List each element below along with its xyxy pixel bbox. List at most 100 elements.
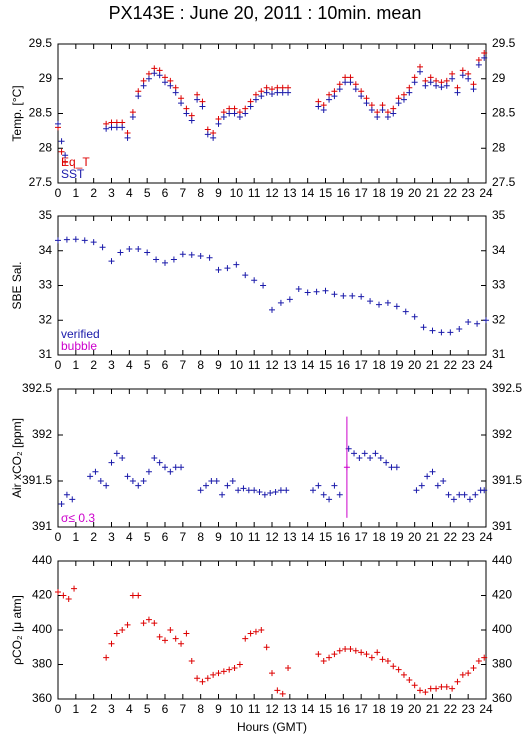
data-point: [384, 658, 391, 665]
x-tick-label: 7: [179, 702, 186, 716]
data-point: [204, 675, 211, 682]
data-point: [377, 455, 384, 461]
plot-frame: [57, 215, 487, 356]
data-point: [326, 654, 333, 661]
y-tick-label-right: 392: [492, 427, 512, 441]
x-tick-label: 10: [230, 358, 244, 372]
data-point: [258, 627, 265, 633]
data-point: [210, 134, 217, 141]
data-point: [358, 293, 365, 300]
x-axis-label: Hours (GMT): [237, 720, 307, 734]
data-point: [454, 678, 461, 685]
data-point: [260, 282, 267, 289]
x-tick-label: 4: [126, 358, 133, 372]
data-point: [235, 487, 242, 494]
data-point: [224, 482, 231, 489]
x-tick-label: 2: [90, 702, 97, 716]
x-tick-label: 18: [372, 358, 386, 372]
data-point: [252, 628, 259, 635]
x-tick-label: 10: [230, 702, 244, 716]
x-tick-label: 4: [126, 186, 133, 200]
legend-label: σ≤ 0.3: [61, 511, 95, 525]
y-tick-label-right: 400: [492, 622, 512, 636]
x-tick-label: 18: [372, 702, 386, 716]
data-point: [331, 482, 338, 489]
data-point: [459, 72, 466, 79]
data-point: [81, 237, 88, 244]
data-point: [438, 329, 445, 336]
y-tick-label: 29.5: [29, 36, 53, 50]
x-tick-label: 5: [144, 358, 151, 372]
x-tick-label: 9: [215, 186, 222, 200]
data-point: [481, 654, 488, 661]
x-tick-label: 12: [265, 530, 279, 544]
data-point: [322, 287, 329, 294]
data-point: [194, 96, 201, 103]
x-tick-label: 24: [479, 702, 493, 716]
data-point: [145, 616, 152, 623]
data-point: [199, 103, 206, 110]
y-tick-label-right: 380: [492, 657, 512, 671]
data-point: [263, 644, 270, 651]
data-point: [129, 478, 136, 484]
y-tick-label: 32: [39, 312, 53, 326]
data-point: [427, 685, 434, 692]
data-point: [286, 296, 293, 303]
data-point: [242, 635, 249, 642]
series: [55, 585, 488, 697]
x-tick-label: 15: [319, 358, 333, 372]
data-point: [374, 649, 381, 656]
data-point: [465, 670, 472, 677]
data-point: [90, 239, 97, 246]
data-point: [393, 464, 400, 471]
y-tick-label-right: 360: [492, 691, 512, 705]
x-tick-label: 16: [337, 186, 351, 200]
data-point: [162, 259, 168, 266]
data-point: [170, 256, 177, 263]
data-point: [406, 89, 413, 96]
x-tick-label: 9: [215, 358, 222, 372]
data-point: [376, 301, 382, 308]
data-point: [483, 317, 489, 324]
x-tick-label: 1: [72, 530, 79, 544]
x-tick-label: 21: [426, 530, 440, 544]
data-point: [140, 620, 147, 627]
data-point: [242, 110, 249, 117]
data-point: [129, 113, 136, 120]
y-tick-label: 440: [32, 553, 52, 567]
data-point: [55, 589, 61, 596]
data-point: [395, 666, 402, 673]
data-point: [151, 455, 158, 461]
data-point: [167, 627, 174, 633]
x-tick-label: 20: [408, 530, 422, 544]
x-tick-label: 19: [390, 358, 404, 372]
data-point: [197, 487, 204, 494]
x-tick-label: 11: [248, 186, 261, 200]
data-point: [226, 110, 233, 117]
data-point: [326, 496, 333, 503]
data-point: [256, 489, 263, 496]
y-tick-label: 400: [32, 622, 52, 636]
x-tick-label: 7: [179, 358, 186, 372]
data-point: [263, 89, 270, 96]
data-point: [69, 496, 76, 503]
data-point: [427, 79, 434, 86]
series: [55, 236, 489, 336]
chart-title: PX143E : June 20, 2011 : 10min. mean: [109, 3, 422, 23]
data-point: [215, 670, 222, 677]
y-tick-label-right: 34: [492, 243, 506, 257]
data-point: [358, 93, 365, 100]
data-point: [204, 131, 211, 138]
data-point: [124, 134, 131, 141]
data-point: [231, 110, 238, 117]
data-point: [429, 327, 436, 334]
data-point: [119, 124, 126, 131]
y-axis-label: Temp. [°C]: [10, 85, 24, 141]
data-point: [162, 464, 168, 471]
data-point: [103, 654, 110, 661]
x-tick-label: 2: [90, 186, 97, 200]
data-point: [220, 668, 227, 675]
data-point: [347, 79, 354, 86]
x-tick-label: 16: [337, 358, 351, 372]
data-point: [135, 592, 142, 599]
